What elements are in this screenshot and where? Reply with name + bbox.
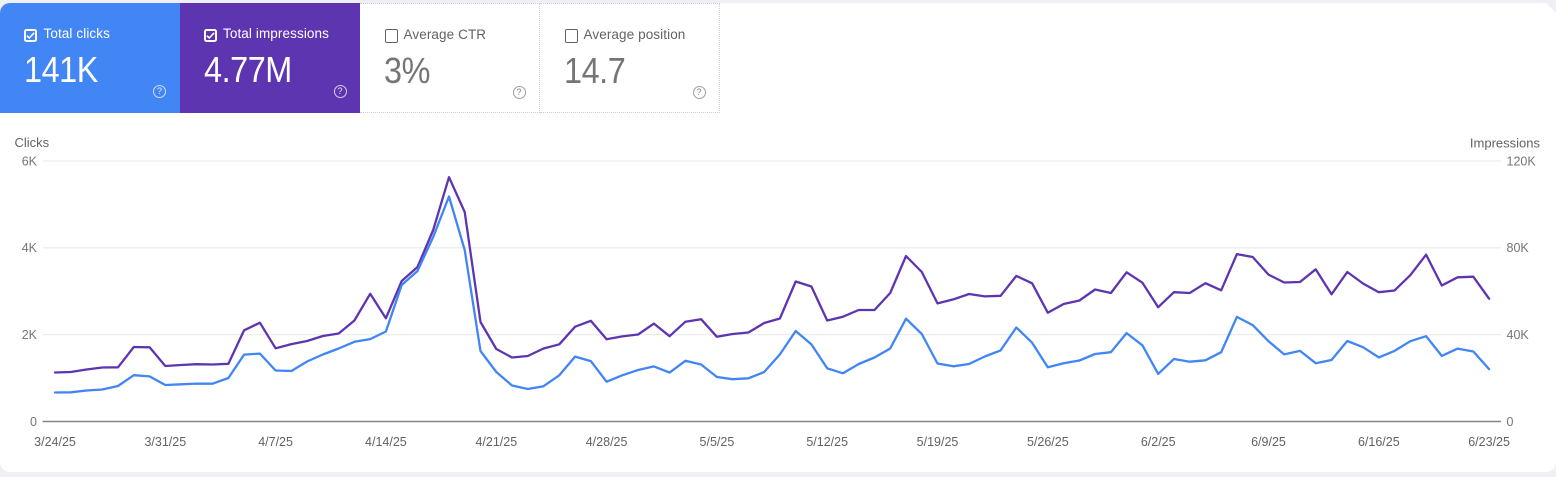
svg-text:6/16/25: 6/16/25: [1358, 435, 1400, 449]
svg-text:4K: 4K: [22, 241, 38, 255]
svg-text:5/5/25: 5/5/25: [700, 435, 735, 449]
svg-text:Clicks: Clicks: [15, 135, 50, 150]
svg-text:3/31/25: 3/31/25: [144, 435, 186, 449]
svg-text:0: 0: [1507, 415, 1514, 429]
svg-text:120K: 120K: [1507, 154, 1537, 168]
svg-text:6/2/25: 6/2/25: [1141, 435, 1176, 449]
svg-text:4/7/25: 4/7/25: [258, 435, 293, 449]
svg-text:6/23/25: 6/23/25: [1468, 435, 1510, 449]
svg-text:80K: 80K: [1507, 241, 1530, 255]
svg-text:40K: 40K: [1507, 328, 1530, 342]
svg-text:4/14/25: 4/14/25: [365, 435, 407, 449]
svg-text:0: 0: [30, 415, 37, 429]
svg-text:4/21/25: 4/21/25: [475, 435, 517, 449]
svg-text:5/19/25: 5/19/25: [917, 435, 959, 449]
svg-text:5/12/25: 5/12/25: [806, 435, 848, 449]
svg-text:Impressions: Impressions: [1470, 136, 1541, 151]
svg-text:6/9/25: 6/9/25: [1251, 435, 1286, 449]
svg-text:6K: 6K: [22, 154, 38, 168]
svg-text:3/24/25: 3/24/25: [34, 435, 76, 449]
svg-text:4/28/25: 4/28/25: [586, 435, 628, 449]
svg-text:5/26/25: 5/26/25: [1027, 435, 1069, 449]
svg-text:2K: 2K: [22, 328, 38, 342]
